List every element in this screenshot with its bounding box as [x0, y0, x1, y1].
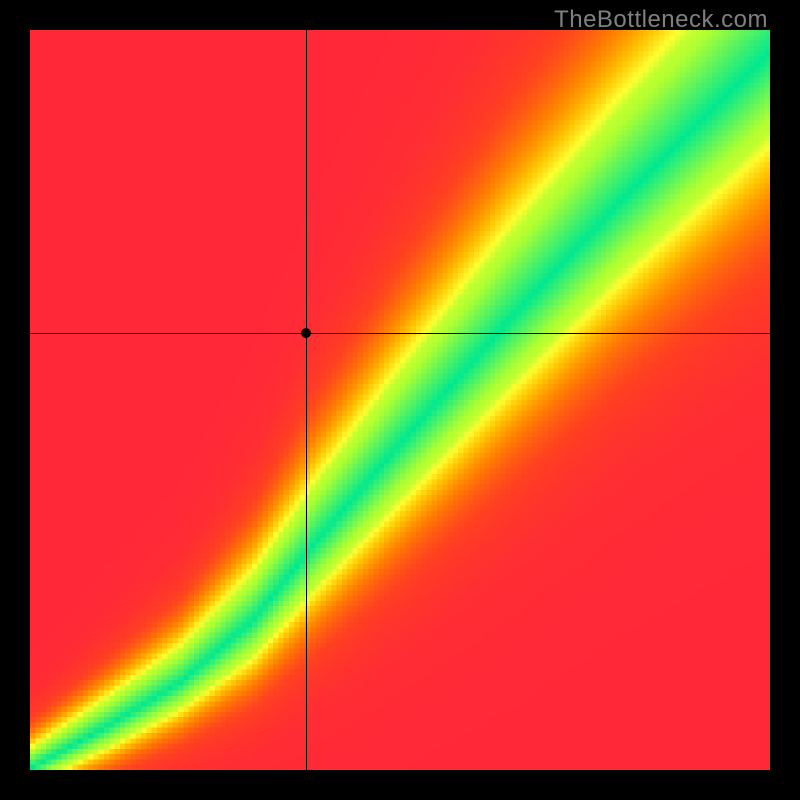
crosshair-horizontal	[30, 333, 770, 334]
watermark-text: TheBottleneck.com	[554, 6, 768, 34]
chart-container: TheBottleneck.com	[0, 0, 800, 800]
bottleneck-heatmap	[30, 30, 770, 770]
crosshair-vertical	[306, 30, 307, 770]
